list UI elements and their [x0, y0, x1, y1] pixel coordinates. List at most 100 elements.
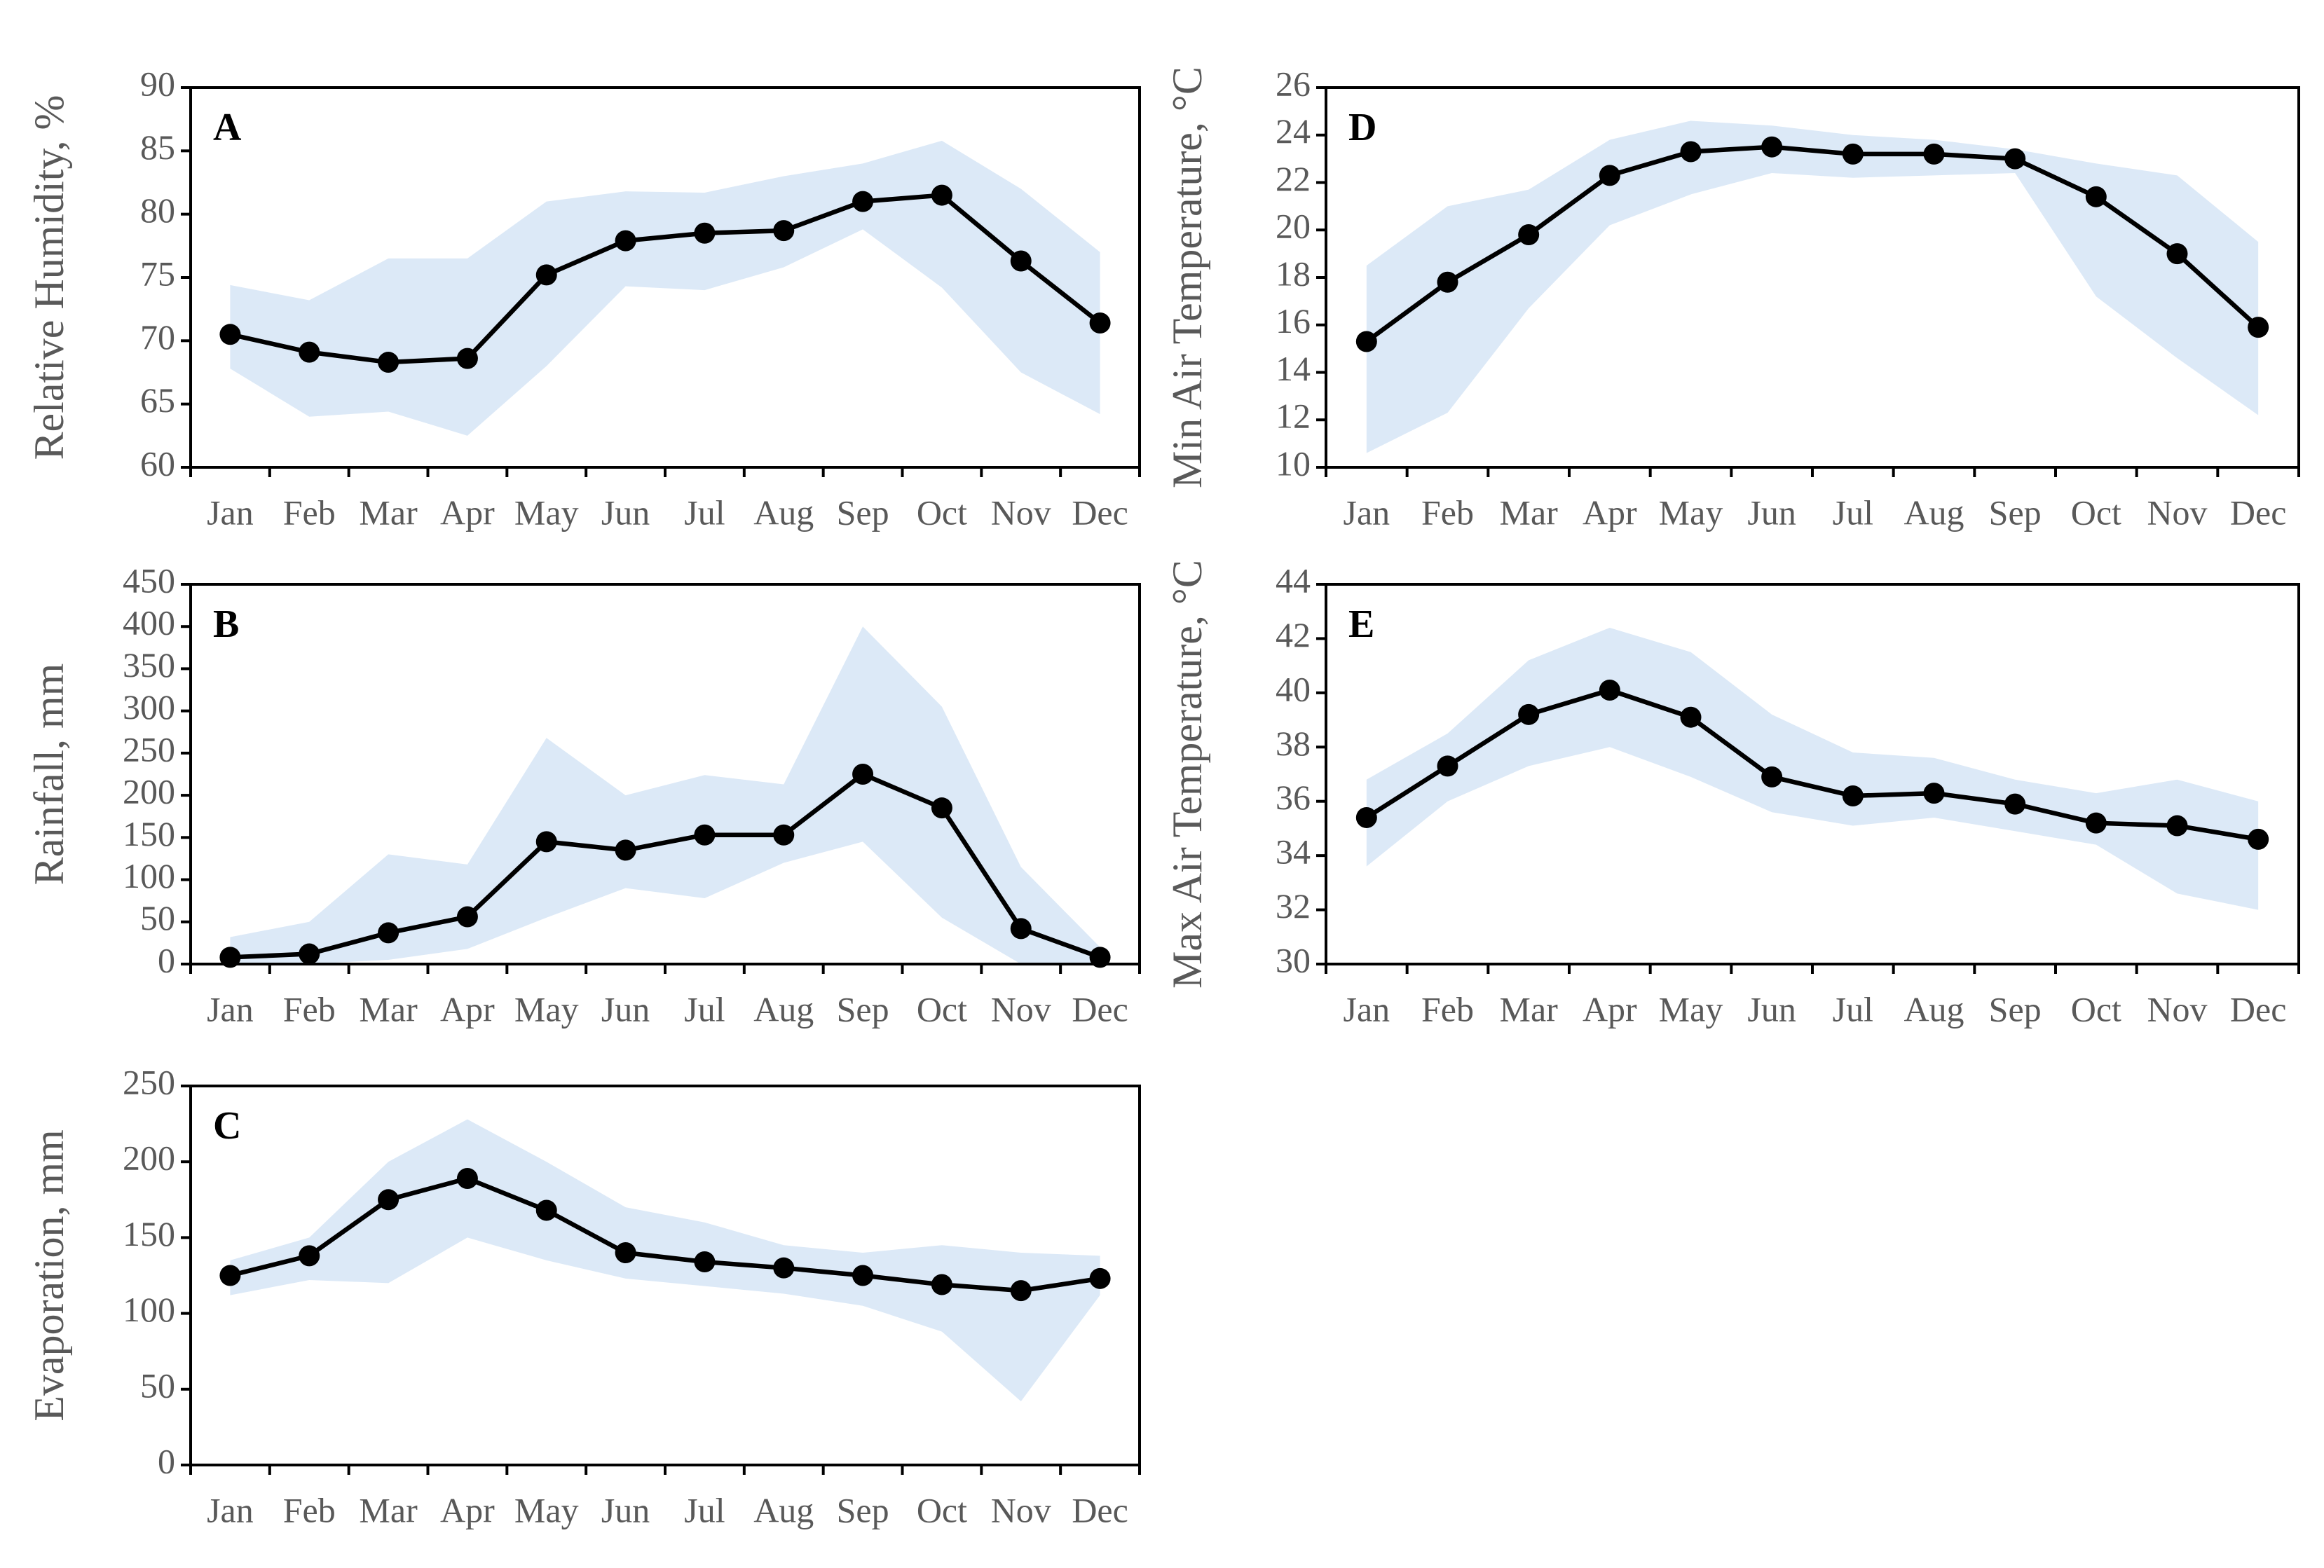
data-point [773, 824, 795, 846]
x-tick-label: Mar [359, 989, 418, 1029]
x-tick-label: Feb [283, 1490, 336, 1529]
x-tick-label: Nov [991, 1490, 1051, 1529]
data-point [1010, 250, 1032, 272]
x-tick-label: Jan [207, 493, 254, 532]
data-point [1842, 143, 1864, 165]
x-tick-label: Jun [601, 1490, 650, 1529]
y-tick-label: 65 [140, 380, 175, 420]
data-point [694, 1251, 716, 1273]
x-tick-label: Feb [283, 493, 336, 532]
data-point [535, 264, 557, 286]
y-axis-label: Evaporation, mm [26, 1129, 72, 1422]
y-tick-label: 16 [1276, 301, 1311, 341]
data-point [1680, 706, 1702, 728]
x-tick-label: Jan [1344, 493, 1390, 532]
panel: 30 32 34 36 38 40 42 44 Jan Feb Mar Apr May Jun Jul Aug… [1164, 560, 2300, 1029]
data-point [931, 184, 952, 206]
y-axis-label: Relative Humidity, % [26, 95, 72, 460]
data-point [615, 230, 636, 252]
y-tick-label: 250 [123, 1062, 175, 1101]
x-tick-label: Nov [991, 493, 1051, 532]
data-point [1518, 703, 1540, 725]
data-point [773, 220, 795, 242]
y-tick-label: 22 [1276, 159, 1311, 198]
x-tick-label: Jul [684, 1490, 725, 1529]
x-tick-label: Jun [601, 989, 650, 1029]
data-point [219, 947, 241, 968]
data-point [299, 341, 320, 363]
data-point [1355, 806, 1377, 828]
data-point [1680, 141, 1702, 163]
y-tick-label: 32 [1276, 886, 1311, 926]
series-line [230, 771, 1101, 960]
x-tick-label: Feb [1421, 493, 1474, 532]
x-tick-label: Apr [440, 989, 495, 1029]
x-tick-label: Nov [2147, 493, 2207, 532]
data-point [1761, 136, 1783, 158]
data-point [1089, 947, 1111, 968]
y-tick-label: 90 [140, 64, 175, 103]
y-tick-label: 100 [123, 1290, 175, 1329]
y-axis-label: Min Air Temperature, °C [1164, 67, 1210, 488]
x-tick-label: Aug [753, 493, 814, 532]
x-tick-label: Oct [917, 989, 967, 1029]
x-tick-label: Sep [837, 989, 889, 1029]
data-point [615, 839, 636, 861]
panel-label: A [213, 106, 242, 149]
y-tick-label: 26 [1276, 64, 1311, 103]
y-tick-label: 150 [123, 814, 175, 853]
y-tick-label: 60 [140, 443, 175, 483]
panel: 60 65 70 75 80 85 90 Jan Feb Mar Apr May Jun Jul Aug Se… [26, 64, 1141, 532]
x-tick-label: Oct [917, 493, 967, 532]
x-tick-label: Mar [1500, 493, 1559, 532]
x-tick-label: Feb [283, 989, 336, 1029]
x-tick-label: Aug [1903, 493, 1964, 532]
y-tick-label: 0 [158, 940, 175, 979]
panel: 0 50 100 150 200 250 Jan Feb Mar Apr May Jun Jul Aug S… [26, 1062, 1141, 1529]
x-tick-label: Jan [207, 1490, 254, 1529]
x-tick-label: Jul [1833, 989, 1873, 1029]
x-tick-label: Oct [2071, 989, 2121, 1029]
y-tick-label: 100 [123, 856, 175, 895]
x-tick-label: May [514, 989, 579, 1029]
series-line [1365, 687, 2259, 842]
x-tick-label: Dec [1072, 493, 1128, 532]
data-point [852, 191, 874, 212]
x-tick-label: Oct [917, 1490, 967, 1529]
data-point [2248, 317, 2269, 338]
y-tick-label: 12 [1276, 397, 1311, 436]
x-tick-label: Apr [440, 493, 495, 532]
data-point [694, 824, 716, 846]
x-tick-label: Aug [753, 989, 814, 1029]
data-point [535, 831, 557, 853]
data-point [852, 764, 874, 785]
data-point [2248, 828, 2269, 850]
y-tick-label: 42 [1276, 615, 1311, 654]
y-tick-label: 10 [1276, 443, 1311, 483]
data-point [1355, 331, 1377, 352]
y-tick-label: 20 [1276, 207, 1311, 246]
x-tick-label: Nov [991, 989, 1051, 1029]
x-tick-label: Oct [2071, 493, 2121, 532]
y-tick-label: 200 [123, 1139, 175, 1178]
series-line [229, 1176, 1101, 1293]
y-tick-label: 40 [1276, 669, 1311, 708]
x-tick-label: Jul [684, 989, 725, 1029]
data-point [1518, 224, 1540, 246]
y-tick-label: 75 [140, 254, 175, 293]
data-point [931, 797, 952, 819]
x-tick-label: Aug [1903, 989, 1964, 1029]
x-tick-label: Jun [1747, 989, 1796, 1029]
data-point [1923, 783, 1945, 804]
x-tick-label: May [1659, 493, 1723, 532]
data-point [456, 906, 478, 928]
x-tick-label: Mar [359, 493, 418, 532]
x-tick-label: Jul [1833, 493, 1873, 532]
data-point [1599, 679, 1620, 701]
data-point [615, 1242, 636, 1264]
x-tick-label: Jun [1747, 493, 1796, 532]
data-point [1437, 271, 1458, 293]
y-tick-label: 50 [140, 898, 175, 937]
